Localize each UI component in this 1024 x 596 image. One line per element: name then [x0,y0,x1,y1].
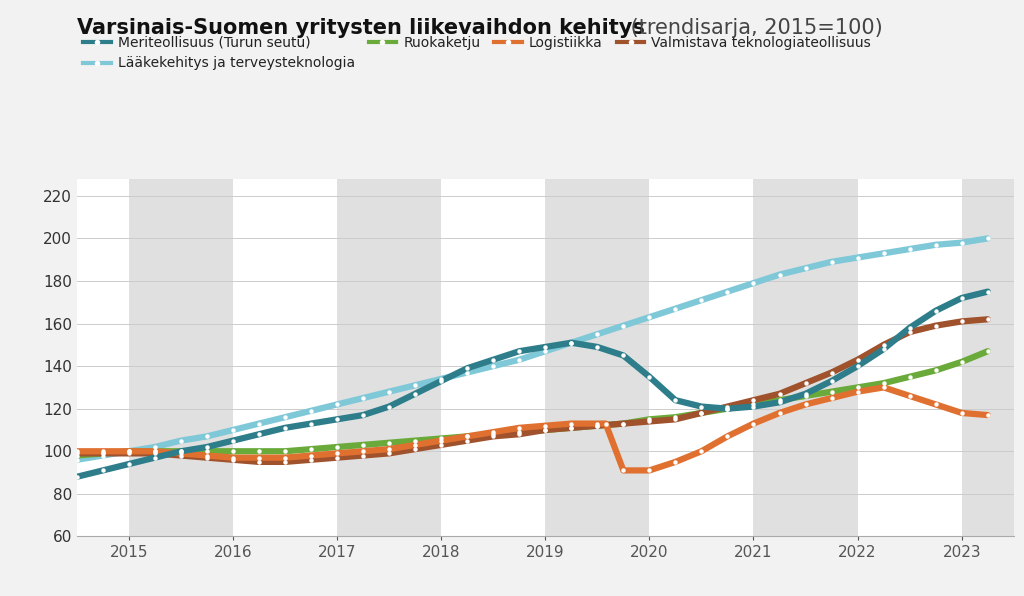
Bar [962,179,1014,536]
Text: (trendisarja, 2015=100): (trendisarja, 2015=100) [624,18,883,38]
Bar [337,179,441,536]
Bar [754,179,857,536]
Bar [545,179,649,536]
Legend: Meriteollisuus (Turun seutu), Lääkekehitys ja terveysteknologia, Ruokaketju, Log: Meriteollisuus (Turun seutu), Lääkekehit… [83,36,871,70]
Bar [129,179,232,536]
Text: Varsinais-Suomen yritysten liikevaihdon kehitys: Varsinais-Suomen yritysten liikevaihdon … [77,18,645,38]
